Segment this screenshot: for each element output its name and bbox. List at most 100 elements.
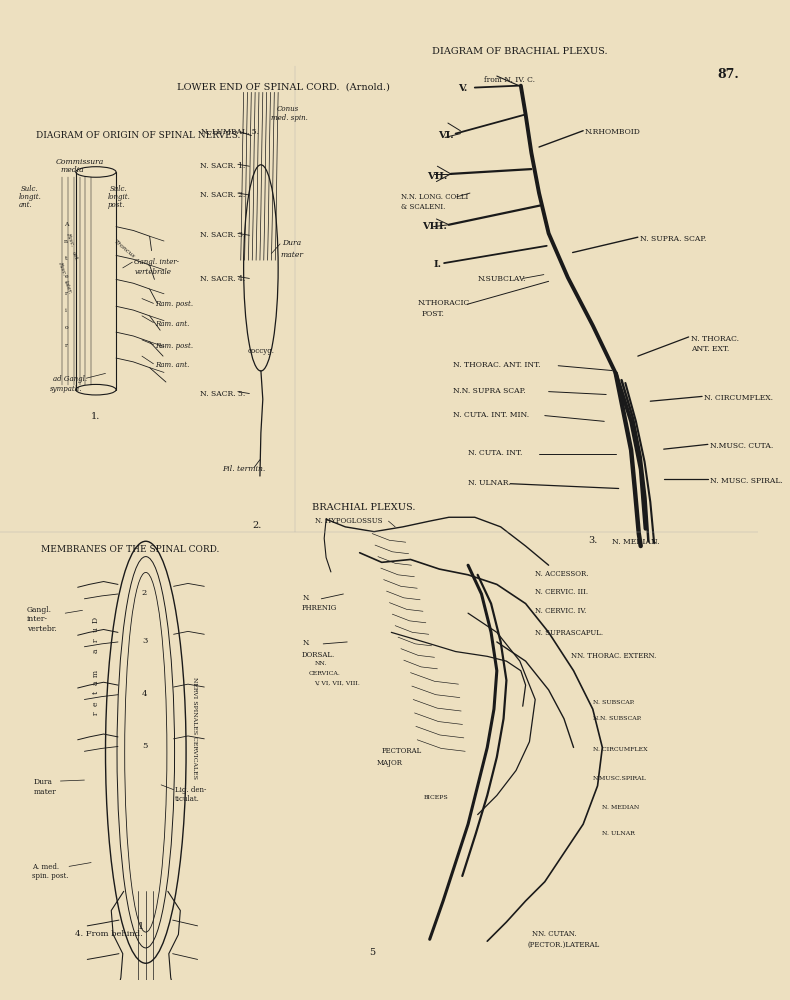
Text: N.RHOMBOID: N.RHOMBOID bbox=[585, 128, 641, 136]
Text: N. CUTA. INT. MIN.: N. CUTA. INT. MIN. bbox=[453, 411, 529, 419]
Text: N. CIRCUMFLEX.: N. CIRCUMFLEX. bbox=[704, 394, 773, 402]
Text: Ram. post.: Ram. post. bbox=[156, 300, 194, 308]
Text: 1.: 1. bbox=[91, 412, 100, 421]
Text: N. ULNAR: N. ULNAR bbox=[602, 831, 635, 836]
Text: N.: N. bbox=[303, 594, 311, 602]
Text: longit.: longit. bbox=[19, 193, 42, 201]
Text: 4: 4 bbox=[142, 690, 148, 698]
Text: N. CIRCUMFLEX: N. CIRCUMFLEX bbox=[592, 747, 647, 752]
Text: 87.: 87. bbox=[717, 68, 739, 81]
Text: Sulc.: Sulc. bbox=[21, 185, 39, 193]
Text: a: a bbox=[92, 649, 100, 653]
Text: from N. IV. C.: from N. IV. C. bbox=[484, 76, 536, 84]
Text: DIAGRAM OF ORIGIN OF SPINAL NERVES.: DIAGRAM OF ORIGIN OF SPINAL NERVES. bbox=[36, 131, 241, 140]
Text: r: r bbox=[92, 638, 100, 642]
Text: e: e bbox=[64, 274, 68, 279]
Text: DIAGRAM OF BRACHIAL PLEXUS.: DIAGRAM OF BRACHIAL PLEXUS. bbox=[431, 47, 608, 56]
Text: t: t bbox=[92, 691, 100, 694]
Text: N.SUBCLAV.: N.SUBCLAV. bbox=[478, 275, 526, 283]
Text: coccyg.: coccyg. bbox=[247, 347, 274, 355]
Text: Troncus: Troncus bbox=[113, 239, 136, 259]
Text: Dura: Dura bbox=[33, 778, 53, 786]
Text: N. SACR. 4.: N. SACR. 4. bbox=[200, 275, 245, 283]
Text: NN. THORAC. EXTERN.: NN. THORAC. EXTERN. bbox=[570, 652, 656, 660]
Text: N. SACR. 1.: N. SACR. 1. bbox=[200, 162, 245, 170]
Text: N.THORACIC: N.THORACIC bbox=[417, 299, 469, 307]
Text: PHRENIG: PHRENIG bbox=[301, 604, 337, 612]
Text: ant.: ant. bbox=[19, 201, 33, 209]
Text: Ram. post.: Ram. post. bbox=[156, 342, 194, 350]
Text: n: n bbox=[64, 239, 68, 244]
Text: r: r bbox=[65, 291, 68, 296]
Text: o: o bbox=[64, 325, 68, 330]
Text: N. THORAC.: N. THORAC. bbox=[690, 335, 739, 343]
Text: N. LUMBAL. 5.: N. LUMBAL. 5. bbox=[201, 128, 259, 136]
Text: LOWER END OF SPINAL CORD.  (Arnold.): LOWER END OF SPINAL CORD. (Arnold.) bbox=[178, 83, 390, 92]
Text: N.N. SUBSCAP.: N.N. SUBSCAP. bbox=[592, 716, 641, 721]
Text: BRACHIAL PLEXUS.: BRACHIAL PLEXUS. bbox=[312, 503, 416, 512]
Text: vertebrale: vertebrale bbox=[134, 268, 171, 276]
Text: inter-: inter- bbox=[27, 615, 48, 623]
Text: N. CERVIC. IV.: N. CERVIC. IV. bbox=[535, 607, 587, 615]
Text: VI.: VI. bbox=[438, 131, 454, 140]
Text: 2: 2 bbox=[142, 589, 147, 597]
Text: N. MEDIAN.: N. MEDIAN. bbox=[612, 538, 660, 546]
Text: N.MUSC.SPIRAL: N.MUSC.SPIRAL bbox=[592, 776, 646, 781]
Text: Fil. termin.: Fil. termin. bbox=[223, 465, 265, 473]
Text: vertebr.: vertebr. bbox=[27, 625, 57, 633]
Text: mater: mater bbox=[33, 788, 56, 796]
Text: N. SUPRASCAPUL.: N. SUPRASCAPUL. bbox=[535, 629, 604, 637]
Text: N. ACCESSOR.: N. ACCESSOR. bbox=[535, 570, 589, 578]
Text: 4. From behind.: 4. From behind. bbox=[75, 930, 142, 938]
Text: i: i bbox=[66, 308, 67, 313]
Text: spin. post.: spin. post. bbox=[32, 872, 68, 880]
Text: m: m bbox=[92, 670, 100, 677]
Text: D: D bbox=[92, 617, 100, 623]
Text: N. SACR. 2.: N. SACR. 2. bbox=[200, 191, 245, 199]
Text: Lig. den-: Lig. den- bbox=[175, 786, 206, 794]
Text: DORSAL.: DORSAL. bbox=[302, 651, 336, 659]
Text: NN. CUTAN.: NN. CUTAN. bbox=[532, 930, 577, 938]
Text: later.: later. bbox=[63, 279, 73, 294]
Text: longit.: longit. bbox=[107, 193, 130, 201]
Text: A. med.: A. med. bbox=[32, 863, 58, 871]
Text: N. SUPRA. SCAP.: N. SUPRA. SCAP. bbox=[640, 235, 706, 243]
Text: N. MEDIAN: N. MEDIAN bbox=[602, 805, 640, 810]
Text: post.: post. bbox=[107, 201, 125, 209]
Text: N.: N. bbox=[303, 639, 311, 647]
Text: N.N. LONG. COLLI: N.N. LONG. COLLI bbox=[401, 193, 468, 201]
Text: 5: 5 bbox=[142, 742, 147, 750]
Text: Gangl. inter-: Gangl. inter- bbox=[134, 258, 179, 266]
Text: CERVICA.: CERVICA. bbox=[309, 671, 340, 676]
Text: N. MUSC. SPIRAL.: N. MUSC. SPIRAL. bbox=[709, 477, 783, 485]
Text: Sulc.: Sulc. bbox=[109, 185, 127, 193]
Text: ANT. EXT.: ANT. EXT. bbox=[690, 345, 729, 353]
Text: N.MUSC. CUTA.: N.MUSC. CUTA. bbox=[709, 442, 773, 450]
Text: A: A bbox=[64, 222, 69, 227]
Text: N.N. SUPRA SCAP.: N.N. SUPRA SCAP. bbox=[453, 387, 525, 395]
Text: PECTORAL: PECTORAL bbox=[382, 747, 422, 755]
Text: BICEPS: BICEPS bbox=[424, 795, 449, 800]
Text: N. CERVIC. III.: N. CERVIC. III. bbox=[535, 588, 589, 596]
Text: Conus: Conus bbox=[276, 105, 299, 113]
Text: ticulat.: ticulat. bbox=[175, 795, 199, 803]
Text: e: e bbox=[92, 701, 100, 706]
Text: a: a bbox=[92, 680, 100, 685]
Text: media: media bbox=[60, 166, 84, 174]
Text: mater: mater bbox=[280, 251, 303, 259]
Text: MAJOR: MAJOR bbox=[377, 759, 403, 767]
Text: ad Gangl.: ad Gangl. bbox=[53, 375, 87, 383]
Text: r: r bbox=[65, 343, 68, 348]
Text: u: u bbox=[92, 628, 100, 632]
Text: V, VI, VII, VIII.: V, VI, VII, VIII. bbox=[314, 680, 359, 685]
Text: N. SUBSCAP.: N. SUBSCAP. bbox=[592, 700, 634, 705]
Text: MEMBRANES OF THE SPINAL CORD.: MEMBRANES OF THE SPINAL CORD. bbox=[41, 545, 220, 554]
Text: 3.: 3. bbox=[588, 536, 597, 545]
Text: VII.: VII. bbox=[427, 172, 447, 181]
Text: VIII.: VIII. bbox=[422, 222, 447, 231]
Text: 1: 1 bbox=[138, 922, 144, 931]
Text: med. spin.: med. spin. bbox=[272, 114, 308, 122]
Text: N. THORAC. ANT. INT.: N. THORAC. ANT. INT. bbox=[453, 361, 540, 369]
Text: Fasc.: Fasc. bbox=[58, 260, 67, 276]
Text: Fasc.: Fasc. bbox=[66, 231, 75, 247]
